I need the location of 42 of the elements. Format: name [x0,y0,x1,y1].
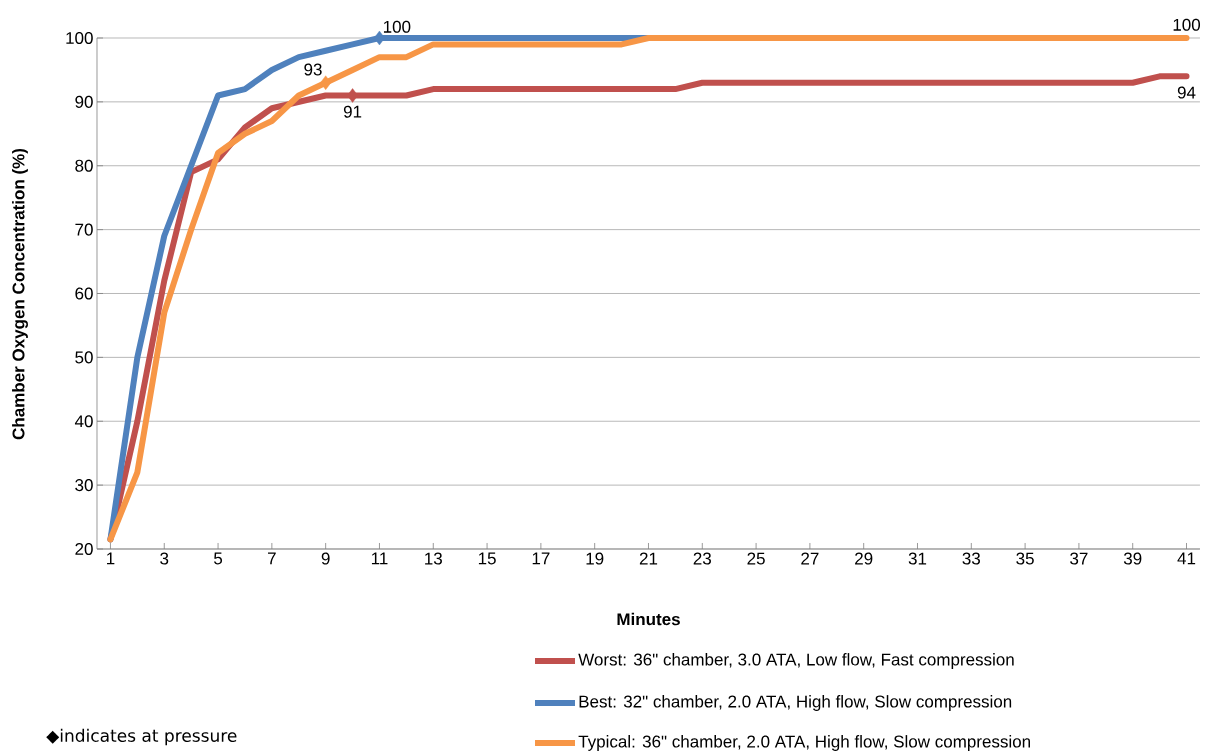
x-tick-label: 19 [586,552,604,565]
x-tick-label: 11 [371,552,388,565]
x-tick-label: 27 [801,552,819,565]
legend-label: Typical: 36" chamber, 2.0 ATA, High flow, Slow compression [578,735,1030,751]
legend-label: Worst: 36" chamber, 3.0 ATA, Low flow, Fast compression [578,653,1014,669]
x-tick-label: 23 [693,552,711,565]
data-label: 100 [1173,18,1201,31]
x-tick-label: 25 [747,552,765,565]
y-tick-label: 80 [75,159,93,172]
y-tick-label: 50 [75,351,93,364]
x-tick-label: 17 [532,552,550,565]
x-tick-label: 37 [1070,552,1088,565]
y-tick-label: 70 [75,223,93,236]
x-tick-label: 29 [855,552,873,565]
data-label: 100 [383,20,411,33]
y-tick-label: 40 [74,415,93,428]
point [320,75,332,90]
x-tick-label: 35 [1016,552,1034,565]
x-axis-title: Minutes [617,612,680,626]
x-tick-label: 33 [962,552,980,565]
y-tick-label: 20 [75,542,93,556]
x-tick-label: 15 [478,552,496,565]
x-tick-label: 9 [321,552,330,565]
y-tick-label: 90 [75,95,93,108]
text: ◆indicates at pressure [46,728,237,746]
y-tick-label: 30 [75,479,93,492]
data-label: 94 [1177,86,1196,99]
data-label: 91 [343,105,362,118]
x-tick-label: 5 [214,552,223,565]
x-tick-label: 3 [160,552,169,565]
y-tick-label: 100 [66,31,93,45]
x-tick-label: 41 [1177,552,1196,565]
x-tick-label: 31 [908,552,927,565]
x-tick-label: 21 [639,552,658,565]
data-label: 93 [304,63,322,76]
y-axis-title: Chamber Oxygen Concentration (%) [12,148,28,440]
x-tick-label: 7 [268,552,276,565]
x-tick-label: 13 [425,552,442,565]
x-tick-label: 39 [1123,552,1142,565]
y-tick-label: 60 [75,287,93,300]
x-tick-label: 1 [107,552,115,565]
legend-label: Best: 32" chamber, 2.0 ATA, High flow, Slow compression [579,695,1012,711]
